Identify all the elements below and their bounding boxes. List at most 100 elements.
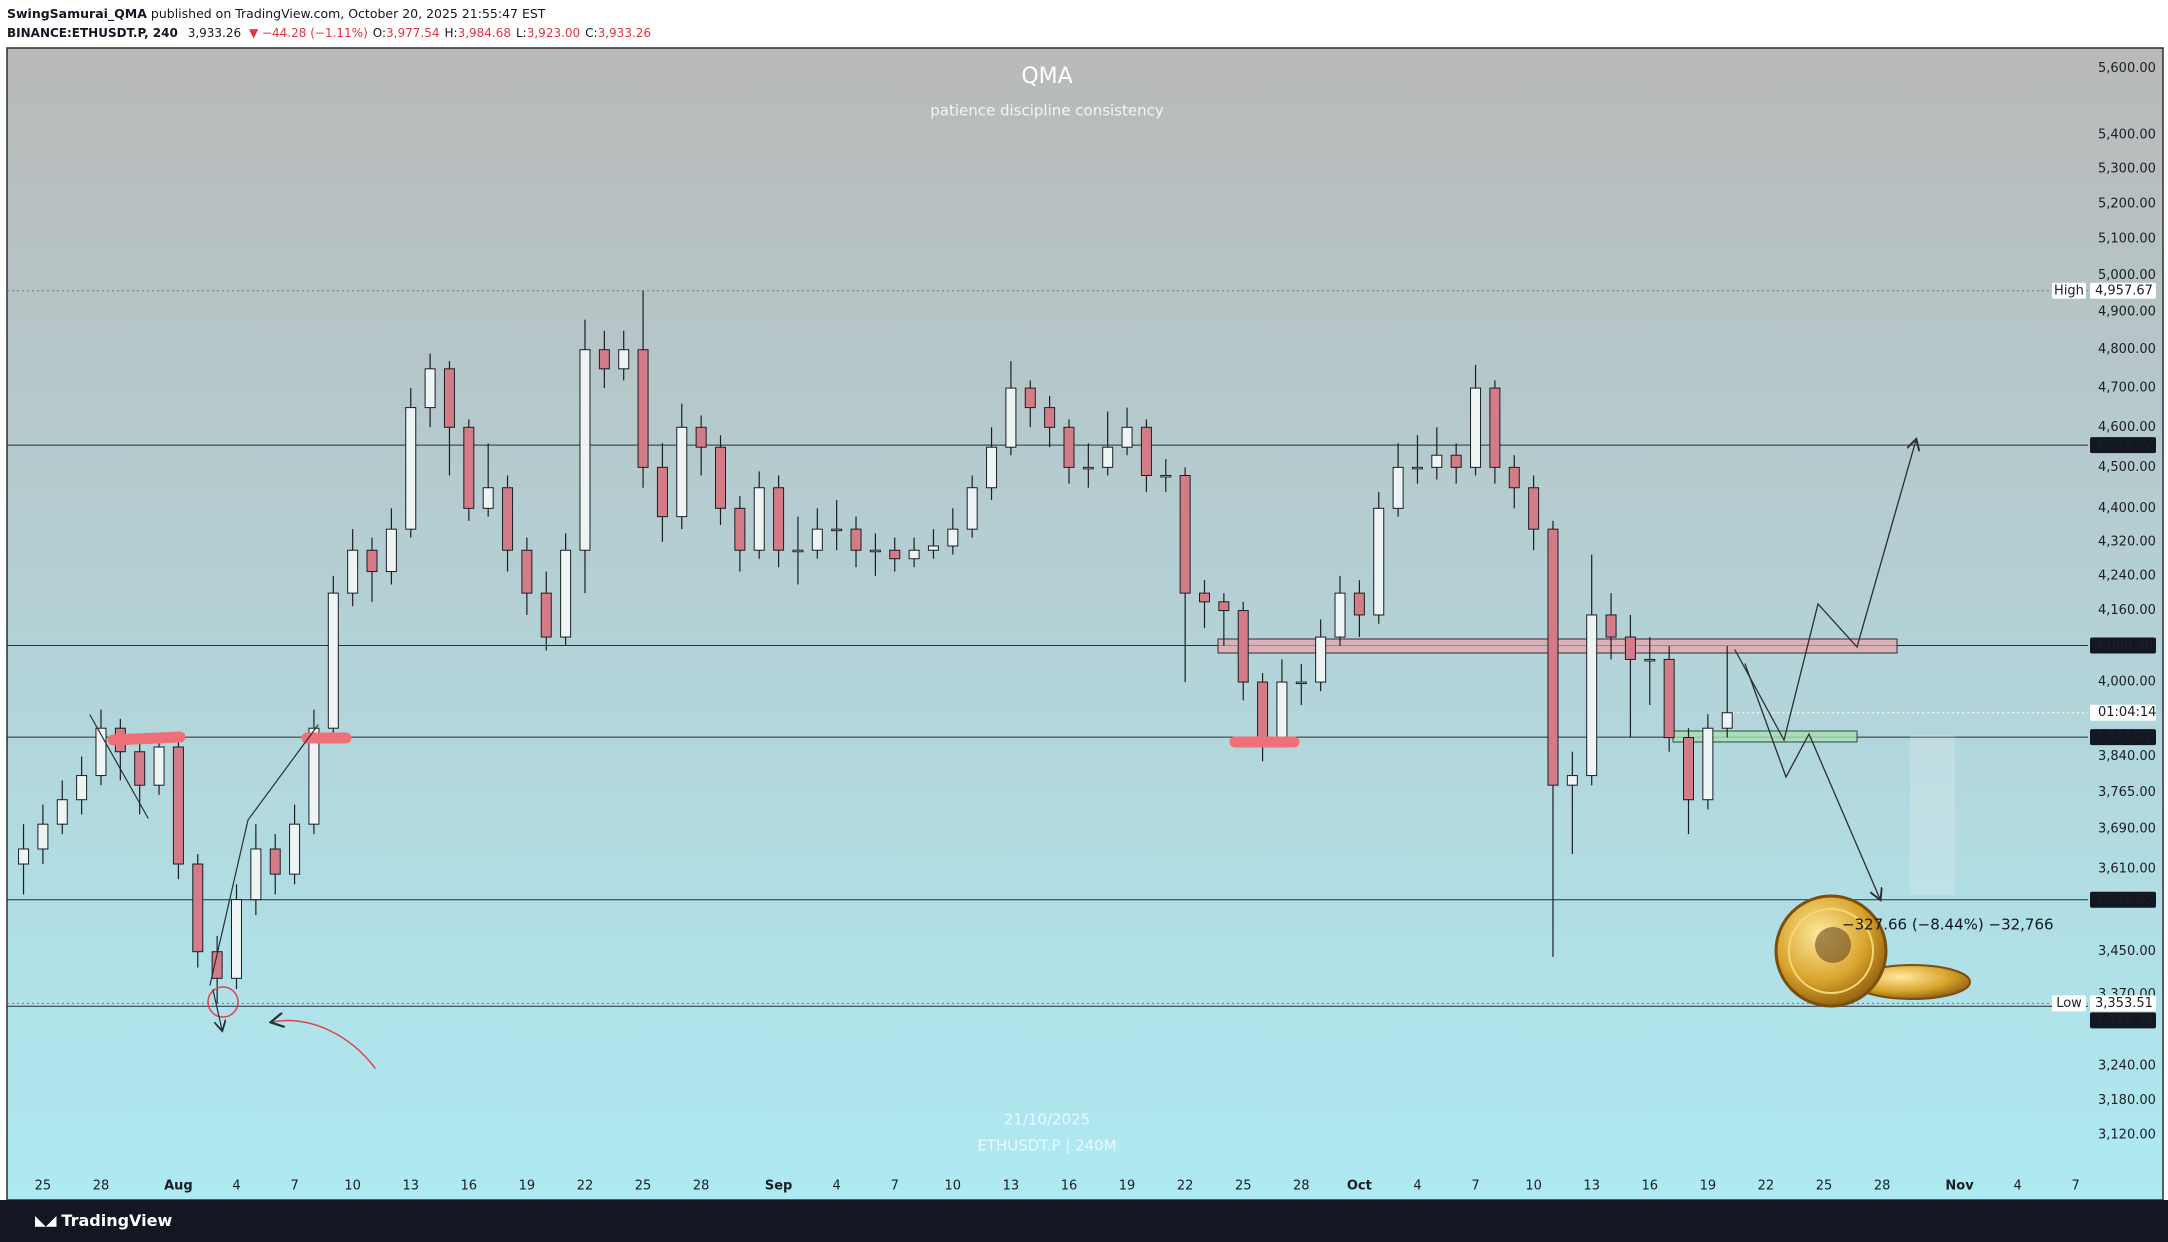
x-tick-label: 10 xyxy=(344,1179,361,1194)
y-tick-label: 3,180.00 xyxy=(2098,1093,2156,1108)
price-tag-box xyxy=(2052,995,2086,1012)
x-tick-label: 13 xyxy=(1583,1179,1600,1194)
x-tick-label: Nov xyxy=(1945,1179,1974,1194)
candle-body xyxy=(18,848,30,865)
x-tick-label: 28 xyxy=(693,1179,710,1194)
y-tick-label: 3,765.00 xyxy=(2098,785,2156,800)
demand-zone xyxy=(1672,730,1858,743)
x-tick-label: 19 xyxy=(519,1179,536,1194)
x-tick-label: 7 xyxy=(290,1179,298,1194)
change: ▼ −44.28 (−1.11%) xyxy=(249,26,368,40)
candle-body xyxy=(443,368,455,428)
y-tick-label: 4,160.00 xyxy=(2098,603,2156,618)
y-tick-label: 4,700.00 xyxy=(2098,381,2156,396)
candle-body xyxy=(734,507,746,551)
watermark-date: 21/10/2025 xyxy=(1004,1111,1090,1129)
price-label: 4,080.98 xyxy=(2095,638,2153,653)
candle-body xyxy=(502,487,514,551)
candle-body xyxy=(1179,474,1191,594)
brand: TradingView xyxy=(61,1211,172,1230)
candle-body xyxy=(1082,466,1094,470)
candle-body xyxy=(1024,387,1036,409)
candle-body xyxy=(908,549,920,560)
candle-body xyxy=(1121,426,1133,448)
ohlc-key: C: xyxy=(585,26,597,40)
price-label-box xyxy=(2090,437,2156,454)
price-label: 4,957.67 xyxy=(2095,283,2153,298)
price-label-box xyxy=(2090,891,2156,908)
candle-body xyxy=(231,899,242,979)
candle-body xyxy=(463,426,475,509)
footer-bar xyxy=(0,1200,2168,1242)
candle-body xyxy=(172,746,184,865)
x-tick-label: 4 xyxy=(232,1179,240,1194)
candle-body xyxy=(1005,387,1017,448)
x-tick-label: 7 xyxy=(2072,1179,2080,1194)
candle-body xyxy=(1508,466,1520,489)
candle-body xyxy=(1295,681,1307,685)
candle-body xyxy=(56,799,68,825)
price-label: 4,555.22 xyxy=(2095,438,2153,453)
candle-body xyxy=(753,487,765,551)
drawings xyxy=(89,440,1916,1069)
candle-body xyxy=(676,426,688,518)
candle-body xyxy=(637,349,649,468)
header-line-2: BINANCE:ETHUSDT.P, 240 3,933.26 ▼ −44.28… xyxy=(7,26,651,40)
candle-body xyxy=(656,466,668,518)
candle-body xyxy=(1624,636,1636,660)
header-line-1: SwingSamurai_QMA published on TradingVie… xyxy=(7,6,546,22)
x-tick-label: Oct xyxy=(1347,1179,1372,1194)
price-label: 3,881.02 xyxy=(2095,730,2153,745)
candle-body xyxy=(1547,528,1559,786)
candle-body xyxy=(773,487,785,551)
candle-body xyxy=(1450,454,1462,468)
x-tick-label: 7 xyxy=(1471,1179,1479,1194)
candle-body xyxy=(811,528,823,551)
ohlc-value: 3,984.68 xyxy=(458,26,511,40)
price-tag: High xyxy=(2054,283,2084,298)
y-tick-label: 3,120.00 xyxy=(2098,1127,2156,1142)
candle-body xyxy=(1160,474,1172,478)
candle-body xyxy=(1411,466,1423,470)
candle-body xyxy=(289,823,301,875)
x-tick-label: 4 xyxy=(2013,1179,2021,1194)
candle-body xyxy=(1586,614,1598,777)
y-tick-label: 5,300.00 xyxy=(2098,162,2156,177)
candle-body xyxy=(1334,592,1346,638)
candle-body xyxy=(986,446,998,489)
candle-body xyxy=(308,727,320,825)
y-tick-label: 4,500.00 xyxy=(2098,460,2156,475)
candle-body xyxy=(153,746,165,786)
ohlc-key: L: xyxy=(516,26,527,40)
footer-brand: ◣◢ TradingView xyxy=(35,1211,172,1230)
y-tick-label: 5,200.00 xyxy=(2098,196,2156,211)
candle-body xyxy=(889,549,901,560)
candle-body xyxy=(405,407,417,530)
candle-body xyxy=(1566,775,1578,786)
candle-body xyxy=(1044,407,1056,428)
highlight xyxy=(107,731,186,746)
x-tick-label: 13 xyxy=(402,1179,419,1194)
y-tick-label: 5,400.00 xyxy=(2098,128,2156,143)
y-tick-label: 3,690.00 xyxy=(2098,822,2156,837)
candle-body xyxy=(327,592,339,729)
author: SwingSamurai_QMA xyxy=(7,6,147,22)
x-tick-label: 28 xyxy=(93,1179,110,1194)
candle-body xyxy=(76,775,88,801)
candle-body xyxy=(869,549,881,553)
bear-projection xyxy=(1744,663,1880,899)
y-tick-label: 4,600.00 xyxy=(2098,420,2156,435)
ohlc-key: H: xyxy=(444,26,457,40)
price-label-box xyxy=(2090,637,2156,654)
coins xyxy=(1774,894,1971,1008)
ohlc-value: 3,977.54 xyxy=(386,26,439,40)
y-tick-label: 3,450.00 xyxy=(2098,944,2156,959)
candle-body xyxy=(1257,681,1269,739)
x-tick-label: 16 xyxy=(1642,1179,1659,1194)
y-tick-label: 4,900.00 xyxy=(2098,305,2156,320)
price-label-box xyxy=(2090,1012,2156,1029)
ohlc-value: 3,923.00 xyxy=(527,26,580,40)
x-tick-label: 4 xyxy=(1413,1179,1421,1194)
candle-body xyxy=(37,823,49,850)
